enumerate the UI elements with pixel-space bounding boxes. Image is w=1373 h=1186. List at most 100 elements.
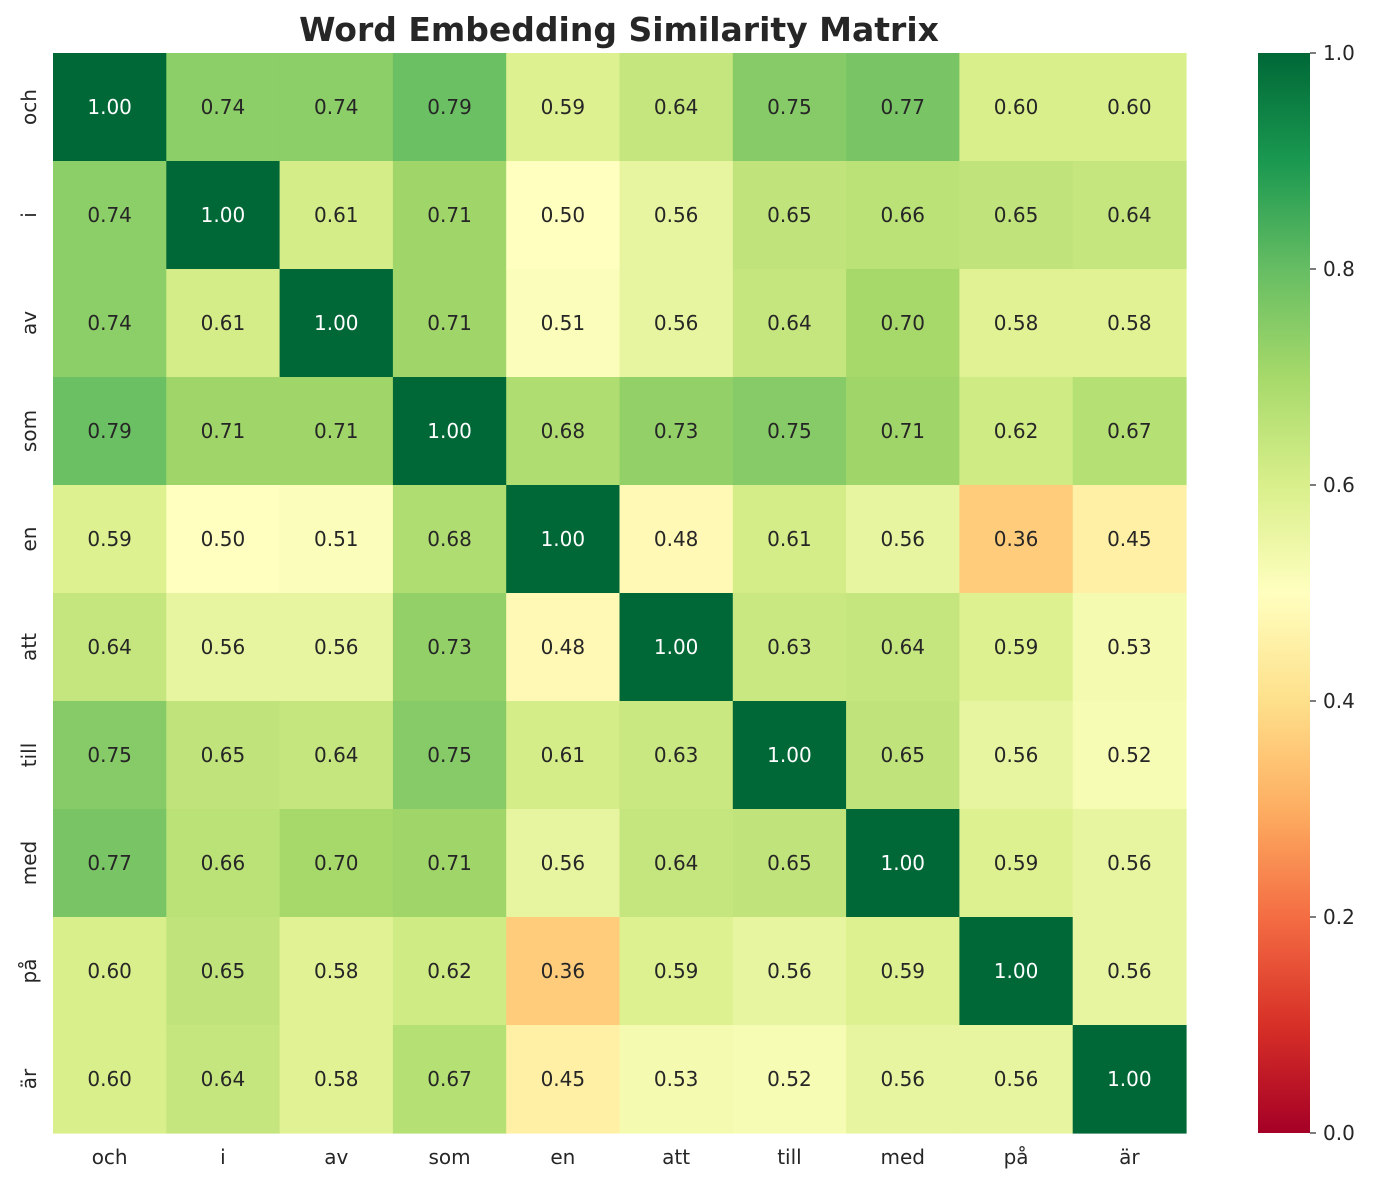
heatmap-cell (166, 269, 281, 378)
heatmap-cell (392, 269, 507, 378)
cell-value-label: 1.00 (1107, 1067, 1152, 1091)
heatmap-cell (166, 593, 281, 702)
cell-value-label: 0.56 (767, 959, 812, 983)
cell-value-label: 0.58 (1107, 311, 1152, 335)
heatmap-cell (506, 161, 621, 270)
y-tick-label: i (17, 212, 41, 218)
cell-value-label: 0.53 (1107, 635, 1152, 659)
heatmap-cell (392, 485, 507, 594)
cell-value-label: 0.70 (314, 851, 359, 875)
cell-value-label: 0.75 (427, 743, 472, 767)
cell-value-label: 0.75 (767, 419, 812, 443)
heatmap-cell (1072, 377, 1187, 486)
cell-value-label: 0.45 (541, 1067, 586, 1091)
cell-value-label: 0.59 (87, 527, 132, 551)
cell-value-label: 0.52 (767, 1067, 812, 1091)
heatmap-cell (506, 53, 621, 162)
heatmap-cell (846, 53, 960, 162)
y-tick-label: är (17, 1068, 41, 1089)
cell-value-label: 0.74 (201, 95, 246, 119)
cell-value-label: 0.56 (654, 203, 699, 227)
heatmap-cell (619, 701, 734, 810)
cell-value-label: 0.58 (314, 1067, 359, 1091)
heatmap-cell (1072, 269, 1187, 378)
heatmap-cell (846, 1025, 960, 1134)
cell-value-label: 0.77 (880, 95, 925, 119)
cell-value-label: 0.56 (654, 311, 699, 335)
heatmap-cell (392, 1025, 507, 1134)
heatmap-cell (53, 485, 167, 594)
heatmap-cell (846, 593, 960, 702)
cell-value-label: 0.59 (654, 959, 699, 983)
heatmap-cell (846, 809, 960, 918)
colorbar-gradient (1258, 53, 1310, 1133)
cell-value-label: 1.00 (994, 959, 1039, 983)
heatmap-cell (732, 701, 847, 810)
cell-value-label: 0.71 (314, 419, 359, 443)
cell-value-label: 0.36 (994, 527, 1039, 551)
heatmap-cell (53, 809, 167, 918)
y-tick-label: en (17, 527, 41, 552)
cell-value-label: 0.60 (994, 95, 1039, 119)
heatmap-cell (53, 1025, 167, 1134)
x-axis-tick-labels: och i av som en att till med på är (92, 1145, 1141, 1169)
cell-value-label: 0.59 (541, 95, 586, 119)
heatmap-cell (732, 809, 847, 918)
heatmap-cell (279, 701, 394, 810)
cell-value-label: 0.68 (427, 527, 472, 551)
colorbar-tick-label: 0.4 (1323, 689, 1355, 713)
cell-value-label: 0.73 (427, 635, 472, 659)
cell-value-label: 0.64 (201, 1067, 246, 1091)
heatmap-cell (1072, 1025, 1187, 1134)
x-tick-label: med (881, 1145, 925, 1169)
heatmap-cell (1072, 161, 1187, 270)
cell-value-label: 1.00 (767, 743, 812, 767)
x-tick-label: och (92, 1145, 128, 1169)
cell-value-label: 1.00 (87, 95, 132, 119)
heatmap-cell (506, 377, 621, 486)
cell-value-label: 0.64 (654, 95, 699, 119)
heatmap-cell (392, 809, 507, 918)
cell-value-label: 0.79 (87, 419, 132, 443)
cell-value-label: 0.71 (880, 419, 925, 443)
heatmap-cell (166, 377, 281, 486)
heatmap-cell (959, 485, 1074, 594)
heatmap-cell (959, 593, 1074, 702)
x-tick-label: av (324, 1145, 348, 1169)
cell-value-label: 0.60 (87, 959, 132, 983)
heatmap-cell (619, 593, 734, 702)
cell-value-label: 0.63 (767, 635, 812, 659)
heatmap-cell (1072, 917, 1187, 1026)
cell-value-label: 0.56 (1107, 851, 1152, 875)
heatmap-cell (506, 809, 621, 918)
heatmap-cell (732, 269, 847, 378)
x-tick-label: på (1004, 1145, 1029, 1169)
cell-value-label: 0.59 (994, 635, 1039, 659)
cell-value-label: 1.00 (541, 527, 586, 551)
x-tick-label: att (662, 1145, 690, 1169)
cell-value-label: 0.65 (201, 959, 246, 983)
heatmap-cell (166, 701, 281, 810)
cell-value-label: 0.50 (201, 527, 246, 551)
heatmap-cell (279, 53, 394, 162)
cell-value-label: 0.70 (880, 311, 925, 335)
cell-value-label: 0.56 (541, 851, 586, 875)
cell-value-label: 0.71 (201, 419, 246, 443)
cell-value-label: 0.61 (541, 743, 586, 767)
y-tick-label: med (17, 841, 41, 885)
heatmap-cell (506, 269, 621, 378)
heatmap-cell (846, 161, 960, 270)
heatmap-cell (732, 161, 847, 270)
cell-value-label: 1.00 (427, 419, 472, 443)
cell-value-label: 1.00 (880, 851, 925, 875)
heatmap-cell (506, 701, 621, 810)
cell-value-label: 0.58 (994, 311, 1039, 335)
heatmap-cell (506, 917, 621, 1026)
cell-value-label: 0.56 (994, 1067, 1039, 1091)
heatmap-cell (53, 917, 167, 1026)
cell-value-label: 0.71 (427, 203, 472, 227)
cell-value-label: 0.61 (767, 527, 812, 551)
heatmap-cell (1072, 485, 1187, 594)
y-tick-label: att (17, 633, 41, 661)
cell-value-label: 0.63 (654, 743, 699, 767)
